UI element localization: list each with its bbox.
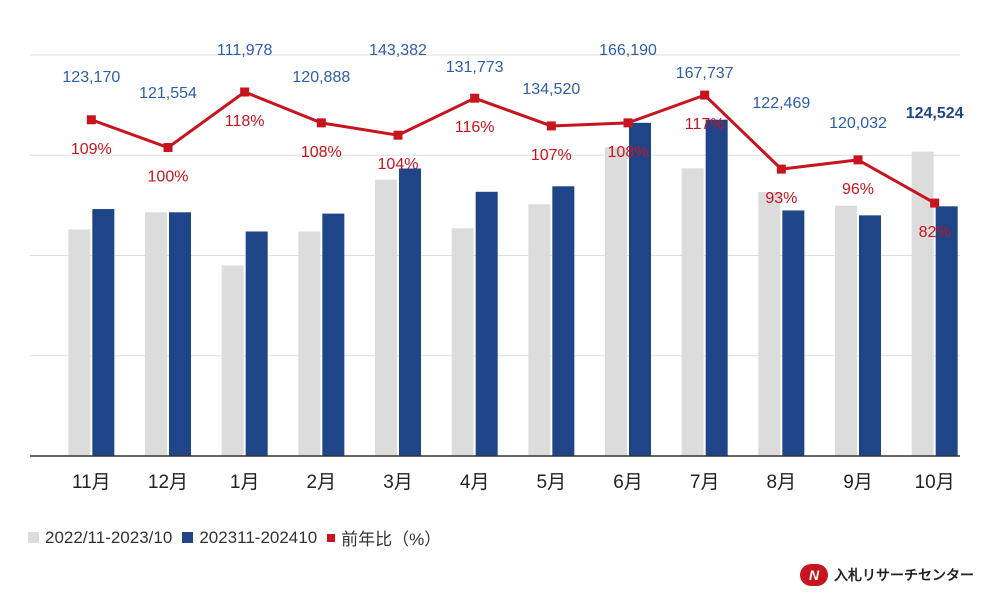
ratio-marker <box>163 143 173 153</box>
bar-prev <box>145 212 167 456</box>
x-tick-label: 4月 <box>460 472 490 493</box>
logo-text: 入札リサーチセンター <box>834 567 974 583</box>
value-label: 123,170 <box>62 69 120 86</box>
ratio-marker <box>700 90 710 100</box>
ratio-marker <box>853 155 863 165</box>
bar-curr <box>629 122 651 456</box>
ratio-label: 116% <box>455 119 495 136</box>
bar-prev <box>451 228 474 456</box>
legend-swatch-prev <box>28 532 39 543</box>
value-label: 143,382 <box>369 42 427 59</box>
bar-prev <box>911 151 934 457</box>
ratio-label: 107% <box>531 147 572 164</box>
x-tick-label: 12月 <box>148 472 188 493</box>
value-label: 167,737 <box>676 65 734 82</box>
bar-curr <box>169 212 191 456</box>
x-tick-label: 3月 <box>383 472 413 493</box>
data-labels: 123,170 121,554 111,978 120,888 143,382 131,7… <box>62 42 963 241</box>
bar-curr <box>92 209 115 456</box>
ratio-marker <box>623 118 633 128</box>
value-label: 134,520 <box>522 81 580 98</box>
ratio-label: 100% <box>148 169 189 186</box>
x-tick-label: 6月 <box>613 472 643 493</box>
bar-prev <box>528 204 551 456</box>
x-tick-label: 1月 <box>230 472 260 493</box>
legend-label-curr: 202311-202410 <box>199 527 318 547</box>
ratio-label: 96% <box>842 181 874 198</box>
ratio-marker <box>930 198 940 208</box>
bar-prev <box>298 231 321 456</box>
value-label: 120,888 <box>292 69 350 86</box>
x-tick-label: 5月 <box>537 472 567 493</box>
bar-prev <box>68 229 91 456</box>
bar-curr <box>399 168 421 456</box>
ratio-label: 117% <box>685 116 725 133</box>
ratio-marker <box>393 130 403 140</box>
value-label: 131,773 <box>446 59 504 76</box>
ratio-marker <box>470 93 480 103</box>
x-tick-label: 7月 <box>690 472 720 493</box>
bar-curr <box>245 231 268 456</box>
ratio-label: 93% <box>765 190 797 207</box>
legend-label-ratio: 前年比（%） <box>341 530 442 549</box>
brand-logo: N 入札リサーチセンター <box>800 564 974 586</box>
bar-prev <box>681 168 704 456</box>
ratio-label: 109% <box>71 141 112 158</box>
bar-prev <box>221 265 244 456</box>
legend-swatch-curr <box>182 532 194 543</box>
ratio-label: 108% <box>301 144 342 161</box>
value-label: 124,524 <box>906 105 964 122</box>
logo-mark-icon: N <box>800 564 828 586</box>
ratio-label: 108% <box>608 144 649 161</box>
value-label: 122,469 <box>752 95 810 112</box>
ratio-label: 118% <box>225 113 265 130</box>
ratio-marker <box>86 115 96 125</box>
ratio-marker <box>240 87 250 97</box>
bar-prev <box>835 205 857 456</box>
value-label: 111,978 <box>217 42 273 59</box>
value-label: 120,032 <box>829 115 887 132</box>
ratio-label: 104% <box>378 156 419 173</box>
x-tick-label: 2月 <box>307 472 337 493</box>
bar-curr <box>552 186 575 456</box>
x-tick-label: 11月 <box>72 472 111 493</box>
legend-swatch-ratio <box>327 533 336 542</box>
bar-prev <box>758 191 781 456</box>
ratio-marker <box>316 118 326 128</box>
x-tick-label: 10月 <box>915 472 955 493</box>
bar-prev <box>605 147 627 457</box>
bar-curr <box>475 191 498 456</box>
ratio-label: 82% <box>919 224 951 241</box>
bar-curr <box>935 206 958 456</box>
bar-curr <box>859 215 881 456</box>
x-tick-label: 8月 <box>767 472 797 493</box>
x-tick-label: 9月 <box>843 472 873 493</box>
ratio-polyline <box>90 90 936 205</box>
legend-item-ratio: 前年比（%） <box>327 525 441 550</box>
value-label: 121,554 <box>139 85 197 102</box>
legend-item-prev: 2022/11-2023/10 <box>28 528 172 548</box>
bar-curr <box>782 210 805 456</box>
value-label: 166,190 <box>599 42 657 59</box>
ratio-line <box>86 87 940 208</box>
legend-item-curr: 202311-202410 <box>182 528 317 548</box>
bars <box>68 119 958 457</box>
ratio-marker <box>546 121 556 131</box>
legend-label-prev: 2022/11-2023/10 <box>45 527 173 547</box>
bar-prev <box>375 179 397 456</box>
bar-curr <box>322 213 345 456</box>
ratio-marker <box>776 164 786 174</box>
bar-curr <box>705 119 728 456</box>
x-tick-labels: 11月 12月 1月 2月 3月 4月 5月 6月 7月 8月 9月 10月 <box>72 472 955 493</box>
legend: 2022/11-2023/10 202311-202410 前年比（%） <box>28 525 451 550</box>
